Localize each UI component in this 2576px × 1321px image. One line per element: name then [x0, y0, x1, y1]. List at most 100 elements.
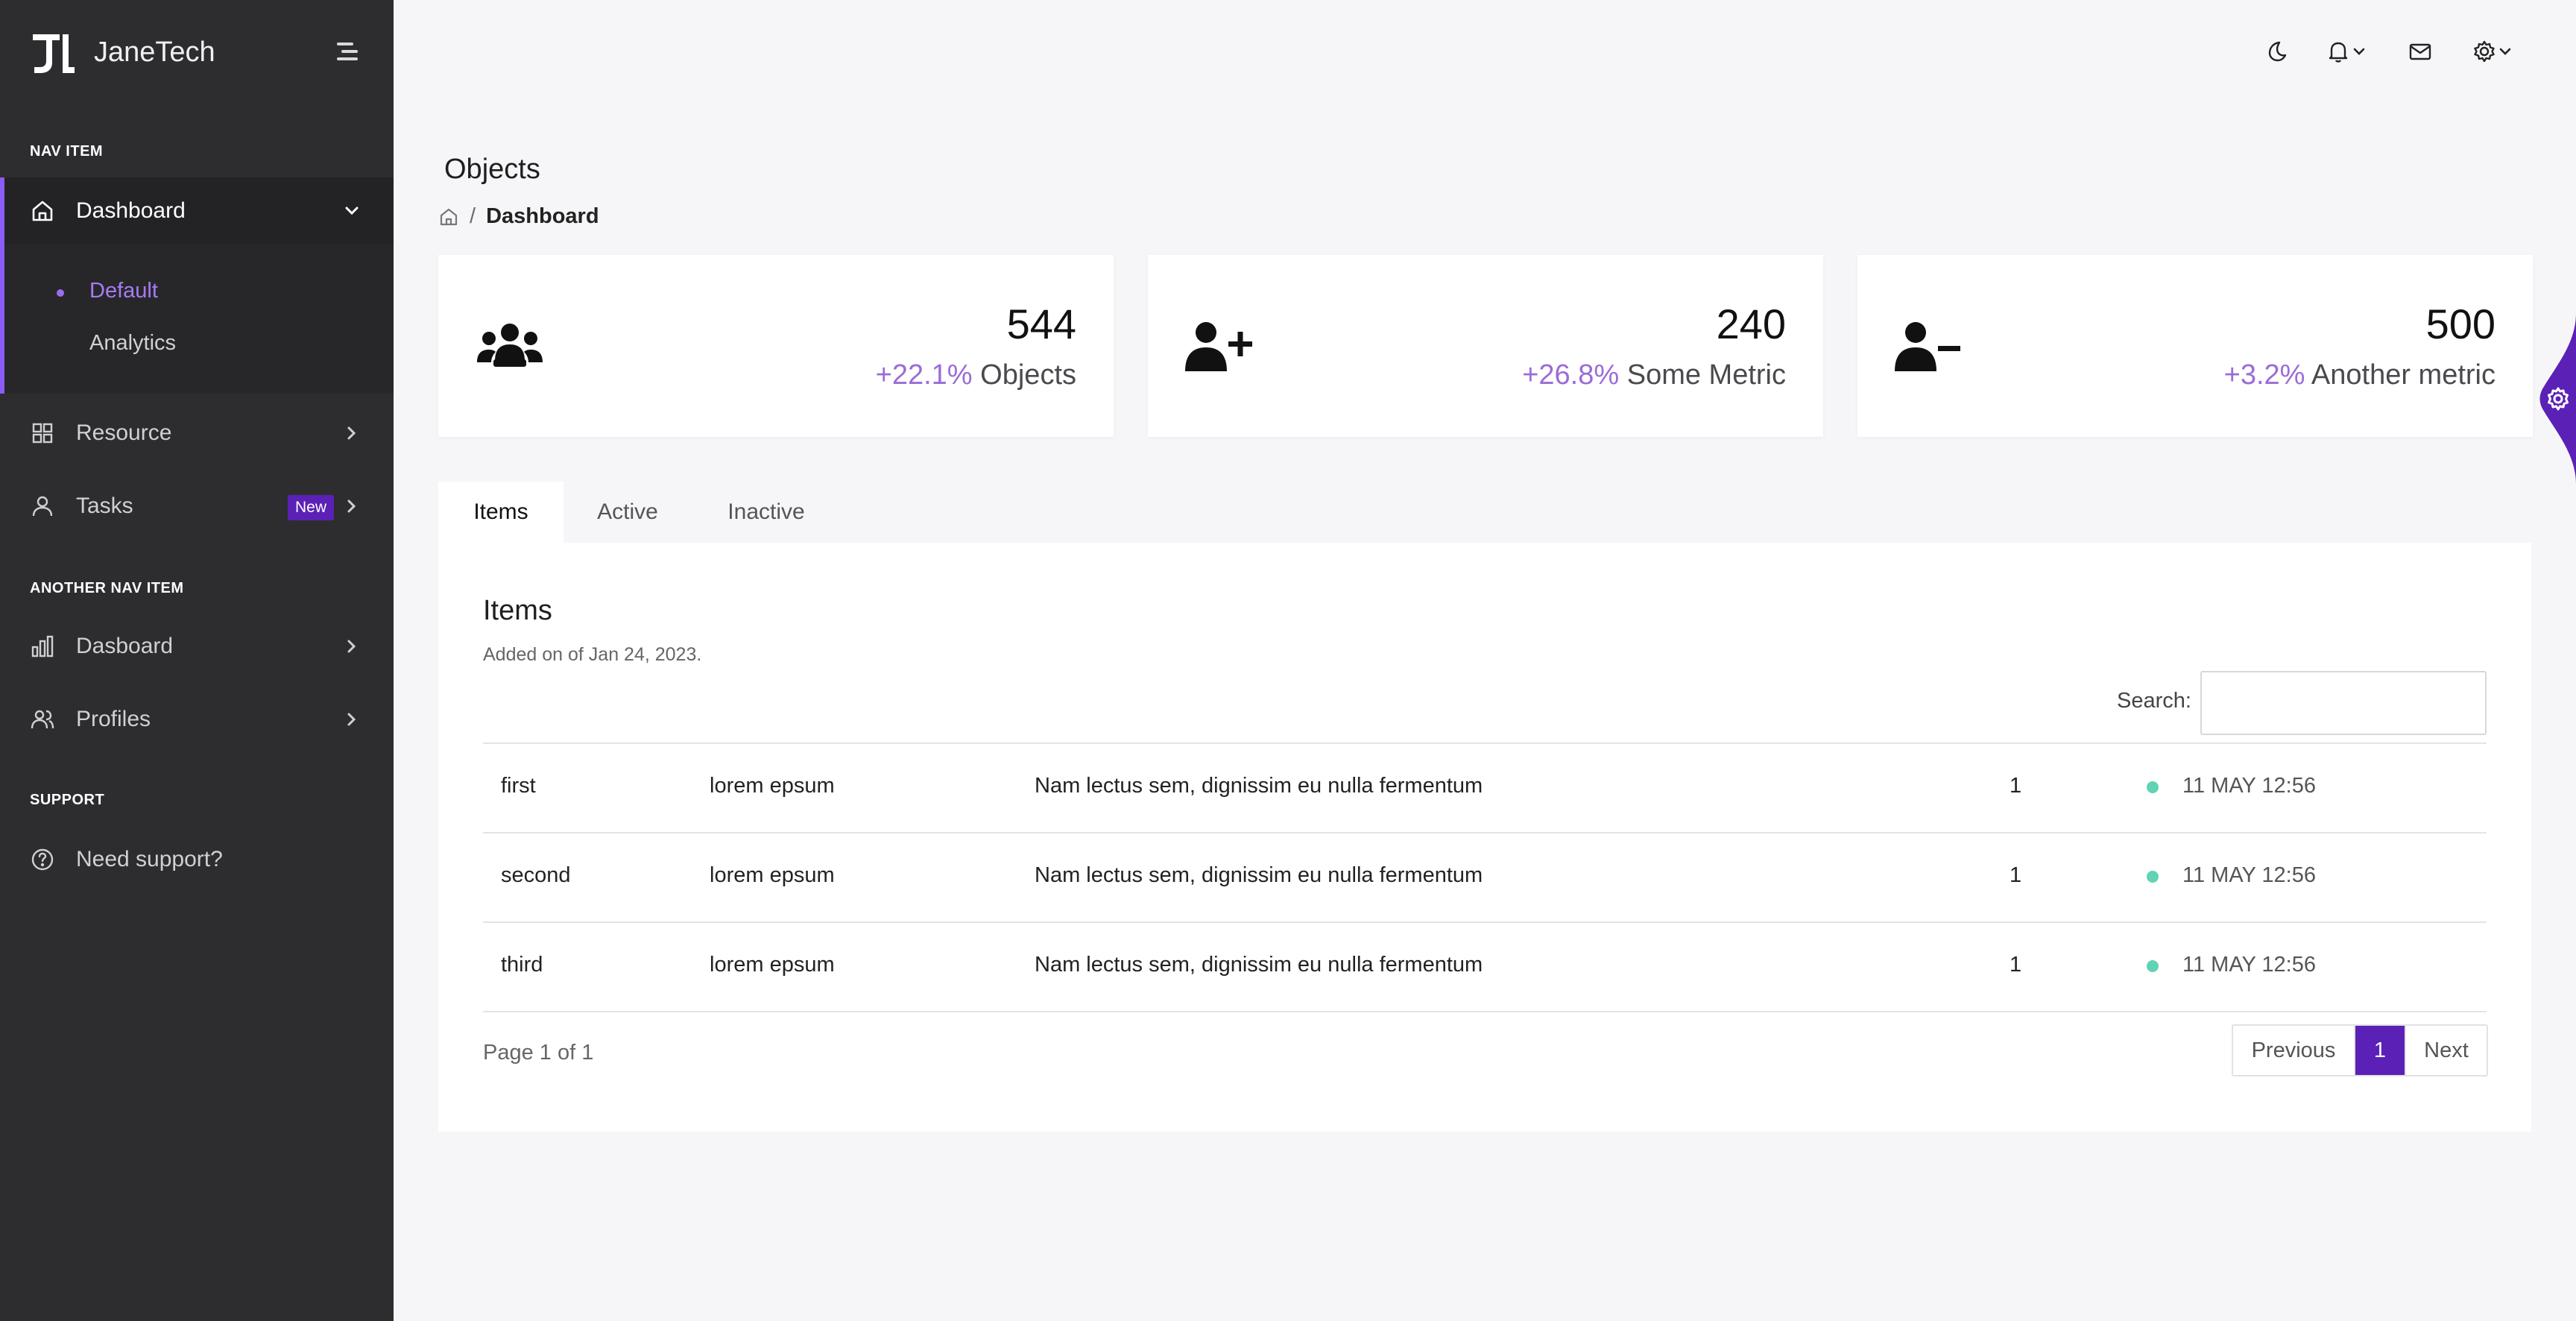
chevron-right-icon: [347, 499, 356, 513]
tab-items[interactable]: Items: [438, 482, 564, 543]
user-plus-icon: [1185, 322, 1252, 371]
stat-card-some-metric: 240 +26.8% Some Metric: [1148, 255, 1823, 437]
cell-name: second: [501, 863, 571, 887]
page-info: Page 1 of 1: [483, 1041, 594, 1065]
nav-section-label: ANOTHER NAV ITEM: [30, 580, 184, 596]
page-1-button[interactable]: 1: [2355, 1026, 2405, 1075]
brand[interactable]: JaneTech: [30, 28, 215, 76]
tab-active[interactable]: Active: [597, 499, 658, 524]
sidebar-item-resource[interactable]: Resource: [0, 400, 394, 467]
stat-value: 544: [1006, 300, 1076, 347]
submenu-item-default[interactable]: Default: [89, 279, 158, 303]
cell-description: Nam lectus sem, dignissim eu nulla ferme…: [1035, 774, 1483, 798]
items-panel: Items Added on of Jan 24, 2023. Search: …: [438, 543, 2531, 1132]
chevron-right-icon: [347, 426, 356, 440]
stat-metric: +3.2% Another metric: [2224, 359, 2496, 391]
status-dot: [2147, 781, 2159, 793]
grid-icon: [32, 423, 53, 444]
bar-chart-icon: [31, 635, 54, 658]
table-row[interactable]: third lorem epsum Nam lectus sem, dignis…: [483, 921, 2487, 1011]
sidebar-item-need-support[interactable]: Need support?: [0, 826, 394, 893]
stat-label: Another metric: [2311, 359, 2496, 391]
cell-col2: lorem epsum: [710, 863, 835, 887]
help-circle-icon: [31, 848, 54, 871]
sidebar-item-label: Dasboard: [76, 634, 174, 658]
sidebar-item-label: Profiles: [76, 707, 151, 731]
pagination: Previous 1 Next: [2232, 1024, 2488, 1076]
sidebar-item-label: Tasks: [76, 494, 133, 518]
status-dot: [2147, 960, 2159, 972]
cell-count: 1: [2010, 774, 2022, 798]
stat-metric: +26.8% Some Metric: [1522, 359, 1786, 391]
notifications-dropdown[interactable]: [2326, 39, 2367, 64]
user-minus-icon: [1895, 322, 1960, 371]
table-row[interactable]: first lorem epsum Nam lectus sem, dignis…: [483, 743, 2487, 832]
sidebar: JaneTech NAV ITEM Dashboard Default Anal…: [0, 0, 394, 1321]
cell-col2: lorem epsum: [710, 953, 835, 977]
theme-settings-toggle[interactable]: [2534, 313, 2576, 485]
chevron-right-icon: [347, 640, 356, 653]
stat-metric: +22.1% Objects: [876, 359, 1076, 391]
sidebar-item-dashboard[interactable]: Dashboard: [0, 177, 394, 245]
submenu-item-analytics[interactable]: Analytics: [89, 331, 177, 355]
stat-label: Some Metric: [1626, 359, 1786, 391]
breadcrumb-current: Dashboard: [486, 204, 599, 228]
breadcrumb-separator: /: [470, 204, 476, 228]
tab-inactive[interactable]: Inactive: [727, 499, 805, 524]
chevron-down-icon: [2353, 48, 2365, 55]
bell-icon: [2329, 42, 2348, 63]
status-dot: [2147, 871, 2159, 883]
moon-icon[interactable]: [2263, 39, 2288, 64]
sidebar-item-label: Need support?: [76, 847, 223, 871]
stat-change: +22.1%: [875, 359, 973, 391]
nav-section-label: SUPPORT: [30, 792, 105, 808]
stat-change: +3.2%: [2223, 359, 2305, 391]
cell-time: 11 MAY 12:56: [2182, 953, 2316, 977]
users-icon: [31, 710, 54, 729]
stat-value: 240: [1716, 300, 1786, 347]
janetech-logo-icon: [33, 34, 75, 73]
chevron-down-icon: [2499, 48, 2511, 55]
cell-time: 11 MAY 12:56: [2182, 863, 2316, 887]
cell-time: 11 MAY 12:56: [2182, 774, 2316, 798]
user-icon: [32, 496, 53, 517]
sidebar-item-dasboard[interactable]: Dasboard: [0, 613, 394, 680]
breadcrumb: / Dashboard: [438, 204, 599, 229]
sidebar-item-tasks[interactable]: Tasks New: [0, 473, 394, 540]
home-icon[interactable]: [438, 206, 459, 227]
tab-bar: Items Active Inactive: [438, 482, 841, 543]
brand-name: JaneTech: [94, 36, 215, 68]
sidebar-item-profiles[interactable]: Profiles: [0, 686, 394, 753]
table-row[interactable]: second lorem epsum Nam lectus sem, digni…: [483, 832, 2487, 921]
cell-col2: lorem epsum: [710, 774, 835, 798]
previous-page-button[interactable]: Previous: [2233, 1026, 2355, 1075]
search-input[interactable]: [2200, 671, 2487, 735]
cell-count: 1: [2010, 953, 2022, 977]
cell-description: Nam lectus sem, dignissim eu nulla ferme…: [1035, 953, 1483, 977]
stat-label: Objects: [980, 359, 1076, 391]
cell-name: third: [501, 953, 543, 977]
nav-section-label: NAV ITEM: [30, 143, 104, 160]
cell-count: 1: [2010, 863, 2022, 887]
gear-icon: [2548, 387, 2569, 411]
page-title: Objects: [444, 154, 540, 185]
cell-name: first: [501, 774, 536, 798]
next-page-button[interactable]: Next: [2405, 1026, 2487, 1075]
home-icon: [32, 201, 53, 221]
panel-title: Items: [483, 595, 552, 626]
active-dot: [57, 289, 64, 297]
gear-icon: [2474, 40, 2495, 63]
chevron-right-icon: [347, 713, 356, 726]
sidebar-toggle-icon[interactable]: [332, 39, 362, 64]
sidebar-item-label: Resource: [76, 420, 172, 445]
dashboard-submenu: Default Analytics: [0, 245, 394, 394]
panel-subtitle: Added on of Jan 24, 2023.: [483, 644, 702, 665]
table-divider: [483, 1011, 2487, 1012]
sidebar-item-label: Dashboard: [76, 198, 186, 223]
chevron-down-icon: [345, 206, 359, 215]
settings-dropdown[interactable]: [2472, 39, 2513, 64]
search-label: Search:: [2117, 689, 2191, 713]
mail-icon[interactable]: [2408, 39, 2433, 64]
stat-card-objects: 544 +22.1% Objects: [438, 255, 1114, 437]
stat-change: +26.8%: [1522, 359, 1620, 391]
